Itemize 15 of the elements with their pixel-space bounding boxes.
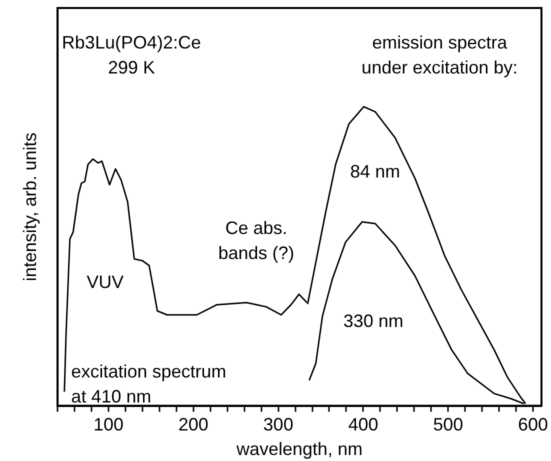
x-tick-label: 500	[433, 414, 464, 435]
x-tick-label: 200	[178, 414, 208, 435]
annotation: Ce abs. bands (?)	[218, 218, 294, 263]
y-axis-title: intensity, arb. units	[20, 132, 40, 282]
series-label: 84 nm	[350, 161, 400, 182]
text: Rb3Lu(PO4)2:Ce 299 K	[62, 32, 201, 78]
text: emission spectra under excitation by:	[362, 32, 518, 78]
annotation: VUV	[86, 272, 124, 292]
x-tick-label: 600	[518, 414, 548, 435]
x-tick-label: 300	[263, 414, 294, 435]
x-tick-label: 100	[94, 414, 124, 435]
x-axis-title: wavelength, nm	[235, 439, 363, 460]
series-label: 330 nm	[343, 311, 404, 332]
series-label: excitation spectrum at 410 nm	[71, 361, 226, 406]
x-tick-label: 400	[348, 414, 378, 435]
